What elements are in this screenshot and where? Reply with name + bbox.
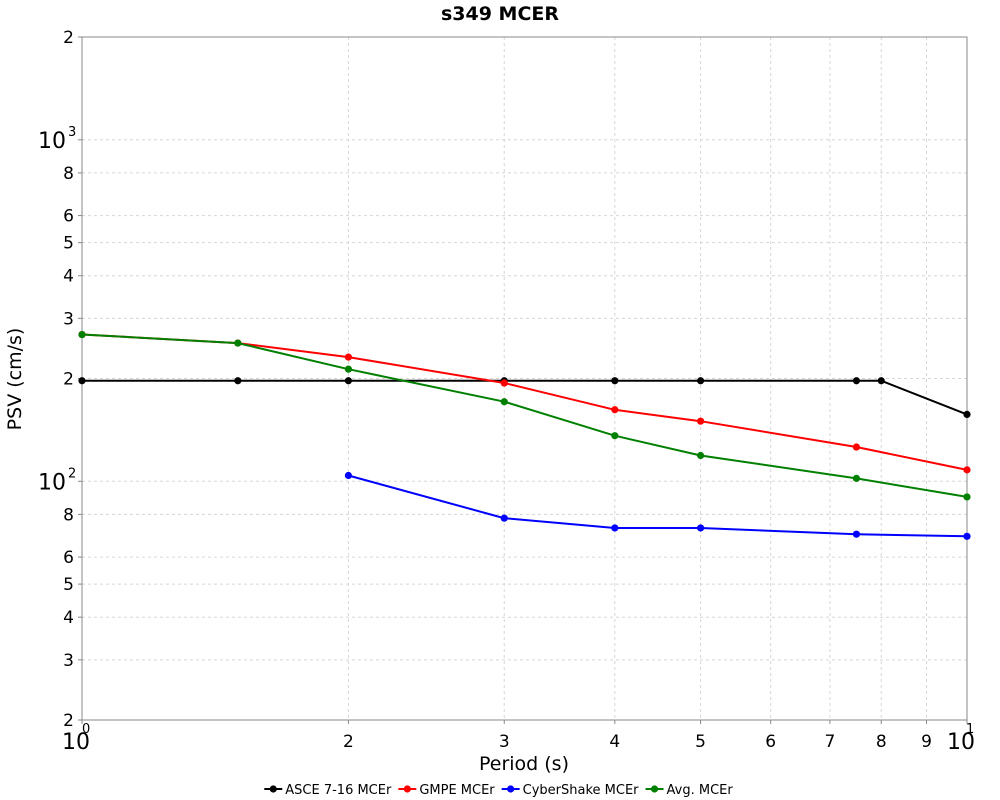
y-tick-label: 6 [63, 548, 74, 568]
x-tick-label: 9 [921, 732, 932, 752]
legend-swatch-marker [269, 785, 277, 793]
data-point [500, 398, 508, 406]
data-point [696, 417, 705, 425]
x-tick-label: 4 [609, 732, 620, 752]
x-tick-label: 3 [499, 732, 510, 752]
y-axis-label: PSV (cm/s) [4, 328, 26, 431]
y-tick-label: 3 [63, 651, 74, 671]
x-tick-label: 7 [824, 732, 835, 752]
x-tick-label: 10 [62, 730, 90, 755]
legend-label: GMPE MCEr [419, 783, 495, 798]
y-tick-label: 6 [63, 207, 74, 227]
x-tick-label: 2 [343, 732, 354, 752]
y-tick-label: 4 [63, 267, 74, 287]
chart-title: s349 MCER [441, 3, 559, 25]
data-point [78, 330, 86, 339]
data-point [344, 365, 353, 373]
series-1 [78, 377, 971, 419]
legend-swatch-marker [507, 785, 515, 793]
data-point [78, 377, 86, 385]
legend-item: CyberShake MCEr [501, 783, 640, 798]
x-tick-exponent: 1 [966, 722, 974, 737]
series-layer [78, 330, 971, 540]
legend-item: Avg. MCEr [645, 783, 734, 798]
legend-label: CyberShake MCEr [523, 783, 640, 798]
data-point [344, 471, 353, 480]
y-tick-label: 10 [38, 129, 66, 154]
data-point [963, 410, 971, 419]
legend-label: ASCE 7-16 MCEr [285, 783, 392, 798]
y-tick-label: 2 [63, 370, 74, 390]
y-tick-label: 4 [63, 608, 74, 628]
y-tick-exponent: 3 [68, 125, 76, 140]
data-point [963, 466, 971, 474]
x-tick-label: 8 [876, 732, 887, 752]
x-tick-label: 5 [695, 732, 706, 752]
x-axis-label: Period (s) [479, 753, 569, 775]
y-tick-exponent: 2 [68, 466, 76, 481]
legend-swatch-marker [403, 785, 411, 793]
legend: ASCE 7-16 MCEr GMPE MCEr CyberShake MCEr Av… [264, 783, 733, 798]
y-tick-label: 8 [63, 164, 74, 184]
data-point [234, 339, 242, 347]
y-tick-label: 3 [63, 309, 74, 329]
data-point [696, 377, 705, 385]
data-point [877, 377, 885, 385]
data-point [611, 524, 619, 532]
data-point [696, 524, 705, 532]
x-tick-exponent: 0 [82, 722, 90, 737]
data-point [611, 406, 619, 414]
y-tick-label: 8 [63, 505, 74, 525]
data-point [852, 443, 861, 451]
x-tick-label: 10 [947, 730, 975, 755]
series-line [81, 333, 968, 498]
data-point [852, 377, 861, 385]
data-point [852, 474, 861, 482]
data-point [852, 530, 861, 538]
legend-label: Avg. MCEr [667, 783, 734, 798]
y-tick-label: 2 [63, 711, 74, 731]
series-3 [344, 471, 971, 540]
data-point [611, 432, 619, 440]
data-point [500, 379, 508, 387]
data-point [963, 493, 971, 501]
y-tick-label: 2 [63, 28, 74, 48]
y-tick-label: 5 [63, 575, 74, 595]
series-line [81, 333, 968, 471]
y-tick-label: 5 [63, 234, 74, 254]
data-point [611, 377, 619, 385]
series-4 [78, 330, 971, 501]
data-point [234, 377, 242, 385]
legend-item: ASCE 7-16 MCEr [264, 783, 392, 798]
data-point [500, 514, 508, 522]
legend-item: GMPE MCEr [398, 783, 495, 798]
data-point [963, 532, 971, 540]
data-point [696, 451, 705, 460]
series-line [348, 474, 968, 538]
y-tick-label: 10 [38, 470, 66, 495]
legend-swatch-marker [650, 785, 659, 793]
data-point [344, 377, 353, 385]
x-tick-label: 6 [765, 732, 776, 752]
data-point [344, 353, 353, 361]
